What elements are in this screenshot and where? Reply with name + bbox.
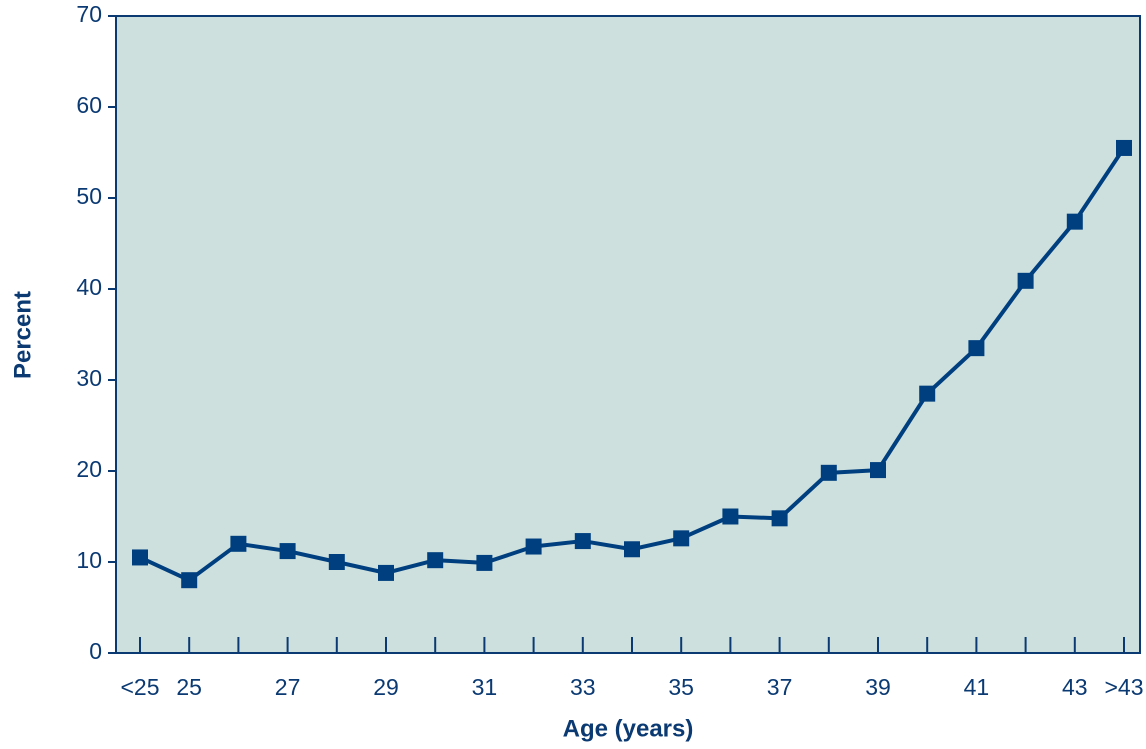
marker [574,533,591,550]
marker [624,541,640,558]
marker [820,464,837,481]
x-axis-title: Age (years) [563,715,694,742]
y-tick-label: 70 [76,1,102,27]
y-axis-title: Percent [9,291,36,379]
x-tick-label: 37 [767,674,793,700]
y-tick-label: 0 [89,638,102,664]
x-tick-label: 39 [865,674,891,700]
y-tick-label: 40 [76,274,102,300]
marker [230,535,247,552]
x-tick-label: >43 [1104,674,1143,700]
marker [132,549,148,566]
marker [427,552,444,569]
marker [919,385,936,402]
y-tick-label: 50 [76,183,102,209]
y-tick-label: 10 [76,547,102,573]
x-tick-label: 31 [472,674,498,700]
marker [525,538,542,555]
marker [673,530,690,547]
marker [968,340,985,357]
y-tick-label: 60 [76,92,102,118]
marker [328,554,345,570]
marker [1017,272,1034,289]
x-tick-label: 41 [964,674,990,700]
marker [1066,213,1083,230]
marker [279,543,296,560]
x-tick-label: 43 [1062,674,1088,700]
x-tick-label: 25 [176,674,202,700]
marker [722,508,739,525]
x-tick-label: 35 [668,674,694,700]
marker [1116,139,1132,156]
x-tick-label: <25 [120,674,159,700]
marker [476,554,493,571]
marker [870,462,886,479]
x-tick-label: 27 [275,674,301,700]
marker [771,510,788,527]
marker [181,572,198,589]
y-tick-label: 20 [76,456,102,482]
x-tick-label: 29 [373,674,399,700]
x-tick-label: 33 [570,674,596,700]
marker [378,564,394,581]
y-tick-label: 30 [76,365,102,391]
